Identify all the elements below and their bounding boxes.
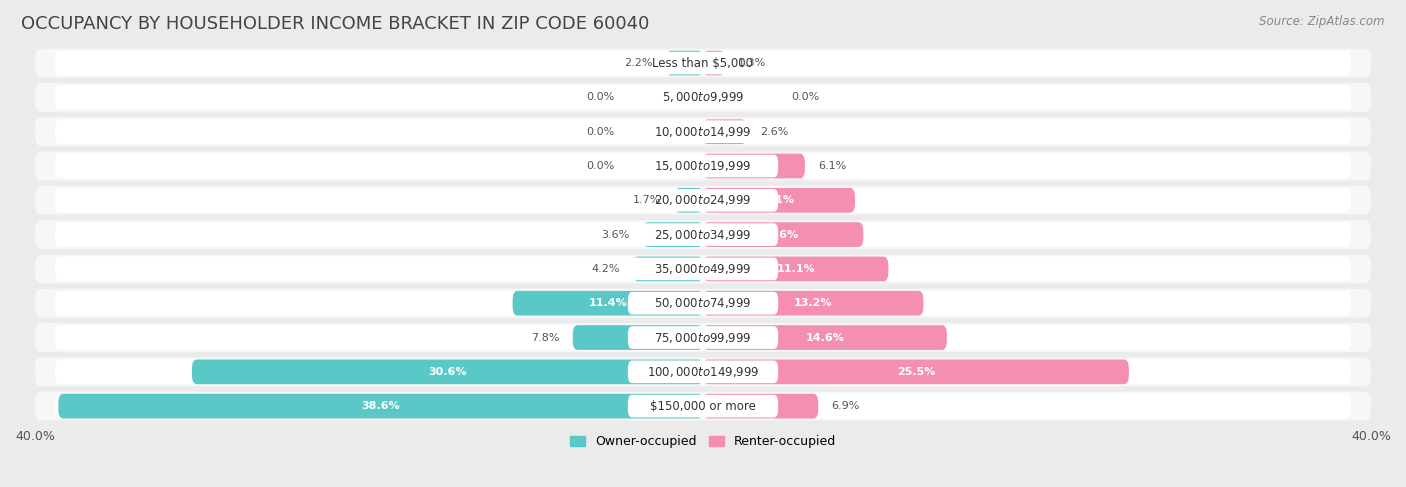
Text: Source: ZipAtlas.com: Source: ZipAtlas.com xyxy=(1260,15,1385,28)
FancyBboxPatch shape xyxy=(55,291,1351,316)
FancyBboxPatch shape xyxy=(55,325,1351,350)
FancyBboxPatch shape xyxy=(35,323,1371,352)
FancyBboxPatch shape xyxy=(58,394,703,418)
Text: 30.6%: 30.6% xyxy=(429,367,467,377)
FancyBboxPatch shape xyxy=(55,222,1351,247)
FancyBboxPatch shape xyxy=(703,359,1129,384)
FancyBboxPatch shape xyxy=(675,188,703,213)
FancyBboxPatch shape xyxy=(55,119,1351,144)
Text: 9.6%: 9.6% xyxy=(768,229,799,240)
FancyBboxPatch shape xyxy=(35,220,1371,249)
Text: 0.0%: 0.0% xyxy=(586,161,614,171)
FancyBboxPatch shape xyxy=(703,154,804,178)
FancyBboxPatch shape xyxy=(628,120,778,143)
Text: 2.6%: 2.6% xyxy=(759,127,789,137)
Text: $150,000 or more: $150,000 or more xyxy=(650,400,756,412)
Text: 0.0%: 0.0% xyxy=(586,93,614,102)
FancyBboxPatch shape xyxy=(703,51,724,75)
FancyBboxPatch shape xyxy=(35,289,1371,318)
FancyBboxPatch shape xyxy=(193,359,703,384)
FancyBboxPatch shape xyxy=(628,86,778,109)
Text: $75,000 to $99,999: $75,000 to $99,999 xyxy=(654,331,752,344)
FancyBboxPatch shape xyxy=(572,325,703,350)
FancyBboxPatch shape xyxy=(35,186,1371,215)
Text: 4.2%: 4.2% xyxy=(591,264,620,274)
Text: 1.3%: 1.3% xyxy=(738,58,766,68)
Text: 2.2%: 2.2% xyxy=(624,58,652,68)
Text: 7.8%: 7.8% xyxy=(531,333,560,342)
FancyBboxPatch shape xyxy=(703,188,855,213)
FancyBboxPatch shape xyxy=(55,154,1351,178)
FancyBboxPatch shape xyxy=(703,257,889,281)
Text: 25.5%: 25.5% xyxy=(897,367,935,377)
FancyBboxPatch shape xyxy=(628,395,778,417)
FancyBboxPatch shape xyxy=(513,291,703,316)
Text: 1.7%: 1.7% xyxy=(633,195,661,206)
FancyBboxPatch shape xyxy=(35,255,1371,283)
FancyBboxPatch shape xyxy=(628,155,778,177)
FancyBboxPatch shape xyxy=(35,49,1371,77)
FancyBboxPatch shape xyxy=(628,326,778,349)
FancyBboxPatch shape xyxy=(55,188,1351,213)
Text: $15,000 to $19,999: $15,000 to $19,999 xyxy=(654,159,752,173)
Text: 6.9%: 6.9% xyxy=(831,401,860,411)
Text: 9.1%: 9.1% xyxy=(763,195,794,206)
Text: 3.6%: 3.6% xyxy=(602,229,630,240)
Text: 11.4%: 11.4% xyxy=(589,298,627,308)
Text: $5,000 to $9,999: $5,000 to $9,999 xyxy=(662,91,744,104)
FancyBboxPatch shape xyxy=(703,325,946,350)
FancyBboxPatch shape xyxy=(35,357,1371,386)
Text: 0.0%: 0.0% xyxy=(586,127,614,137)
Text: $50,000 to $74,999: $50,000 to $74,999 xyxy=(654,296,752,310)
Text: 14.6%: 14.6% xyxy=(806,333,845,342)
Text: OCCUPANCY BY HOUSEHOLDER INCOME BRACKET IN ZIP CODE 60040: OCCUPANCY BY HOUSEHOLDER INCOME BRACKET … xyxy=(21,15,650,33)
FancyBboxPatch shape xyxy=(628,292,778,315)
FancyBboxPatch shape xyxy=(35,83,1371,112)
FancyBboxPatch shape xyxy=(703,394,818,418)
Text: 0.0%: 0.0% xyxy=(792,93,820,102)
FancyBboxPatch shape xyxy=(703,291,924,316)
Text: $35,000 to $49,999: $35,000 to $49,999 xyxy=(654,262,752,276)
Text: 38.6%: 38.6% xyxy=(361,401,399,411)
Legend: Owner-occupied, Renter-occupied: Owner-occupied, Renter-occupied xyxy=(565,430,841,453)
Text: 11.1%: 11.1% xyxy=(776,264,815,274)
FancyBboxPatch shape xyxy=(703,119,747,144)
FancyBboxPatch shape xyxy=(35,151,1371,180)
Text: $100,000 to $149,999: $100,000 to $149,999 xyxy=(647,365,759,379)
FancyBboxPatch shape xyxy=(55,85,1351,110)
FancyBboxPatch shape xyxy=(628,360,778,383)
FancyBboxPatch shape xyxy=(35,392,1371,421)
FancyBboxPatch shape xyxy=(628,189,778,212)
FancyBboxPatch shape xyxy=(628,52,778,75)
FancyBboxPatch shape xyxy=(55,394,1351,418)
FancyBboxPatch shape xyxy=(628,258,778,280)
FancyBboxPatch shape xyxy=(55,51,1351,75)
FancyBboxPatch shape xyxy=(633,257,703,281)
FancyBboxPatch shape xyxy=(643,222,703,247)
Text: 6.1%: 6.1% xyxy=(818,161,846,171)
Text: Less than $5,000: Less than $5,000 xyxy=(652,56,754,70)
FancyBboxPatch shape xyxy=(35,117,1371,146)
Text: $10,000 to $14,999: $10,000 to $14,999 xyxy=(654,125,752,139)
FancyBboxPatch shape xyxy=(628,224,778,246)
FancyBboxPatch shape xyxy=(703,222,863,247)
Text: $20,000 to $24,999: $20,000 to $24,999 xyxy=(654,193,752,207)
FancyBboxPatch shape xyxy=(55,257,1351,281)
Text: $25,000 to $34,999: $25,000 to $34,999 xyxy=(654,227,752,242)
Text: 13.2%: 13.2% xyxy=(794,298,832,308)
FancyBboxPatch shape xyxy=(55,359,1351,384)
FancyBboxPatch shape xyxy=(666,51,703,75)
